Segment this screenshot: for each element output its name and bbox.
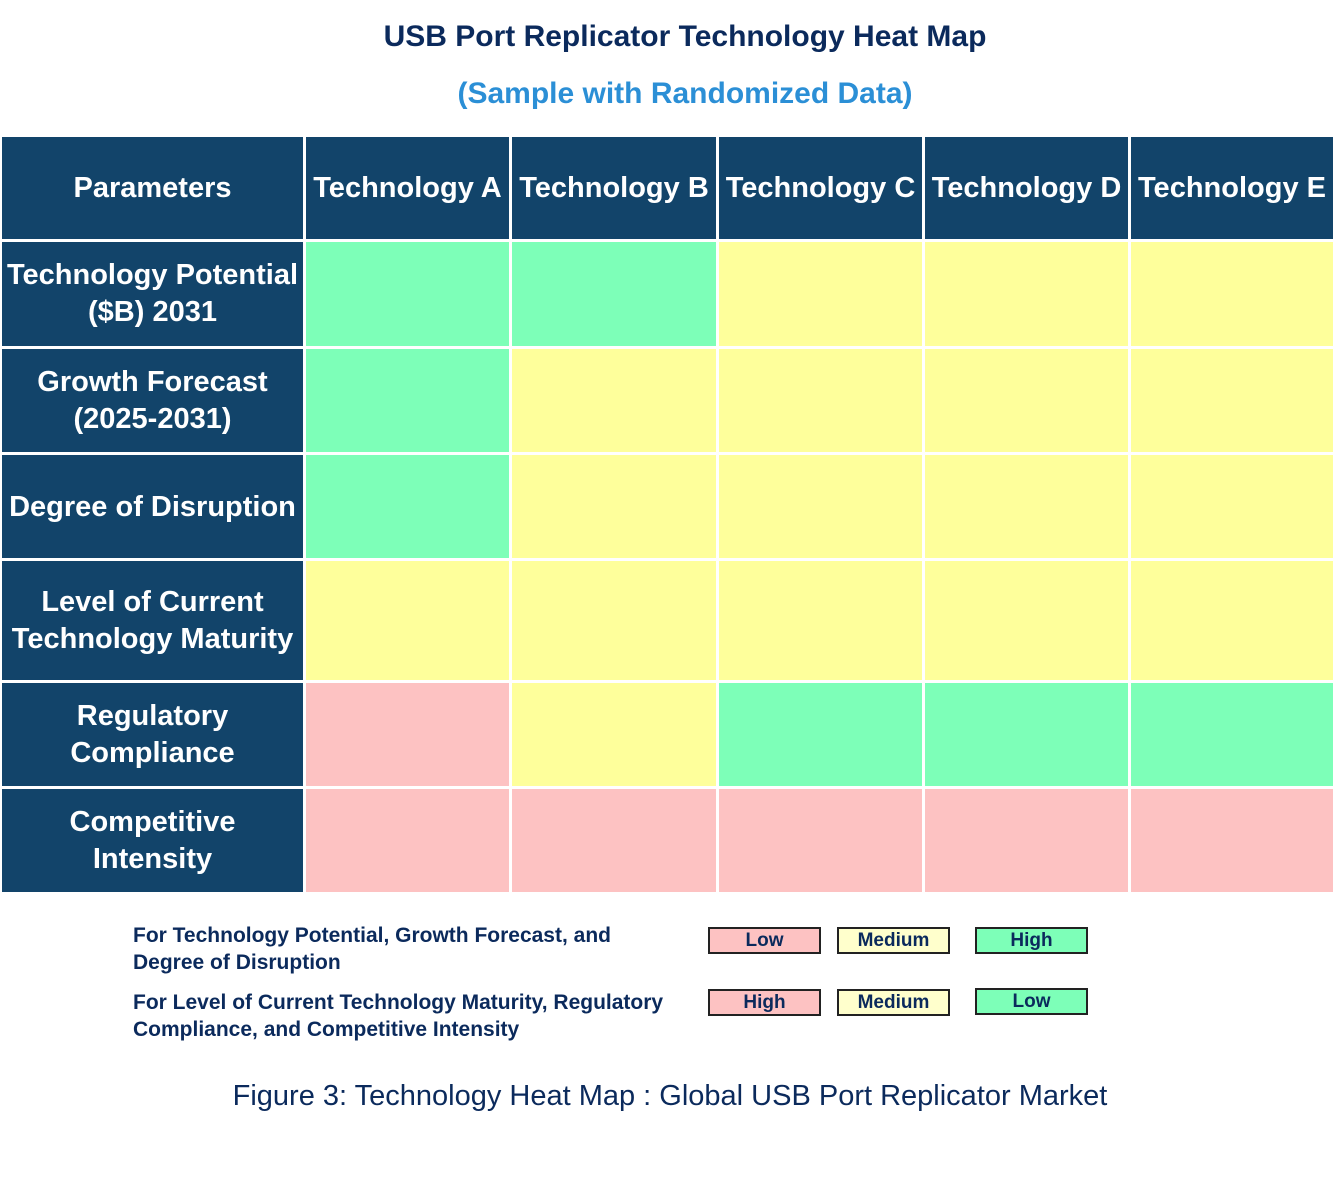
heatmap-cell	[512, 683, 716, 786]
chart-title: USB Port Replicator Technology Heat Map	[383, 20, 987, 53]
heatmap-cell	[512, 455, 716, 558]
heatmap-cell	[512, 789, 716, 892]
column-header: Technology C	[719, 137, 922, 239]
legend-swatch-low: Low	[975, 988, 1088, 1015]
legend-swatch-medium: Medium	[837, 927, 950, 954]
legend-swatch-high: High	[708, 989, 821, 1016]
heatmap-cell	[1131, 683, 1333, 786]
row-label: Level of Current Technology Maturity	[2, 561, 303, 680]
heatmap-cell	[719, 242, 922, 346]
heatmap-cell	[1131, 242, 1333, 346]
row-label: Degree of Disruption	[2, 455, 303, 558]
heatmap-cell	[719, 683, 922, 786]
column-header: Technology E	[1131, 137, 1333, 239]
legend-swatch-high: High	[975, 927, 1088, 954]
heatmap-cell	[719, 561, 922, 680]
heatmap-cell	[306, 683, 509, 786]
row-label: Competitive Intensity	[2, 789, 303, 892]
heatmap-cell	[925, 683, 1128, 786]
legend-swatch-low: Low	[708, 927, 821, 954]
heatmap-cell	[1131, 455, 1333, 558]
heatmap-grid: Parameters Technology A Technology B Techno…	[0, 137, 1341, 897]
heatmap-cell	[925, 561, 1128, 680]
row-label: Technology Potential ($B) 2031	[2, 242, 303, 346]
row-label: Regulatory Compliance	[2, 683, 303, 786]
heatmap-cell	[925, 242, 1128, 346]
heatmap-cell	[925, 455, 1128, 558]
heatmap-cell	[306, 789, 509, 892]
heatmap-cell	[306, 561, 509, 680]
figure-caption: Figure 3: Technology Heat Map : Global U…	[232, 1080, 1108, 1112]
heatmap-cell	[306, 455, 509, 558]
heatmap-cell	[1131, 789, 1333, 892]
heatmap-cell	[719, 789, 922, 892]
heatmap-cell	[306, 349, 509, 452]
column-header: Technology D	[925, 137, 1128, 239]
heatmap-cell	[925, 349, 1128, 452]
heatmap-cell	[306, 242, 509, 346]
column-header: Technology B	[512, 137, 716, 239]
chart-subtitle: (Sample with Randomized Data)	[457, 77, 913, 110]
legend-swatch-medium: Medium	[837, 989, 950, 1016]
heatmap-cell	[925, 789, 1128, 892]
heatmap-cell	[512, 561, 716, 680]
heatmap-cell	[719, 455, 922, 558]
legend-description-2: For Level of Current Technology Maturity…	[133, 991, 664, 1041]
heatmap-cell	[1131, 561, 1333, 680]
heatmap-cell	[512, 242, 716, 346]
header-parameters: Parameters	[2, 137, 303, 239]
heatmap-cell	[719, 349, 922, 452]
heatmap-cell	[512, 349, 716, 452]
row-label: Growth Forecast (2025-2031)	[2, 349, 303, 452]
legend-description-1: For Technology Potential, Growth Forecas…	[133, 924, 611, 974]
heatmap-cell	[1131, 349, 1333, 452]
column-header: Technology A	[306, 137, 509, 239]
